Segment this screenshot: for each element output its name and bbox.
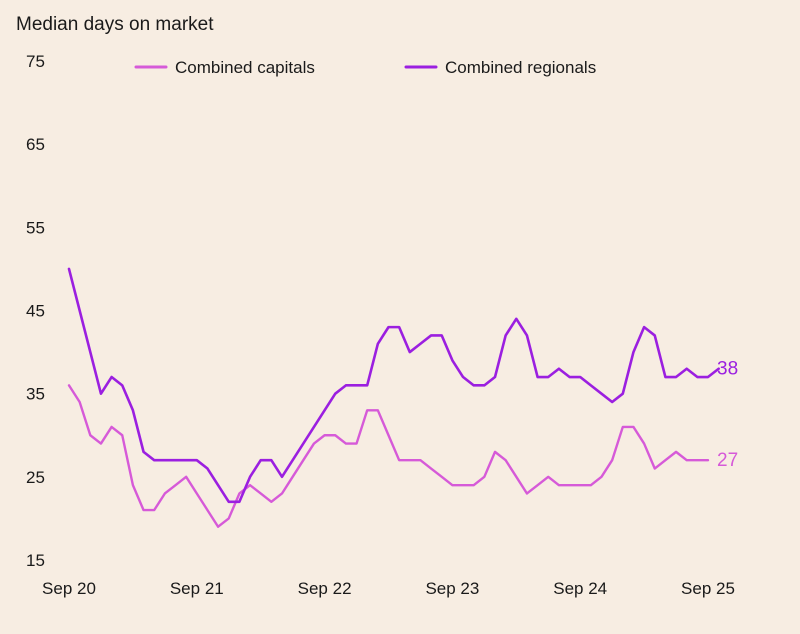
x-tick-label: Sep 24 [553, 579, 607, 598]
x-tick-label: Sep 22 [298, 579, 352, 598]
x-axis: Sep 20 Sep 21 Sep 22 Sep 23 Sep 24 Sep 25 [42, 579, 735, 598]
x-tick-label: Sep 21 [170, 579, 224, 598]
y-tick-label: 45 [26, 302, 45, 321]
series-line-capitals [67, 384, 710, 528]
y-tick-label: 75 [26, 52, 45, 71]
legend-label-capitals: Combined capitals [175, 58, 315, 77]
end-label-capitals: 27 [717, 450, 738, 471]
x-tick-label: Sep 23 [425, 579, 479, 598]
legend: Combined capitals Combined regionals [134, 58, 596, 77]
x-tick-label: Sep 25 [681, 579, 735, 598]
end-label-regionals: 38 [717, 359, 738, 380]
y-tick-label: 15 [26, 551, 45, 570]
series-layer [67, 267, 720, 528]
y-tick-label: 65 [26, 135, 45, 154]
y-tick-label: 55 [26, 218, 45, 237]
y-tick-label: 35 [26, 385, 45, 404]
y-tick-label: 25 [26, 468, 45, 487]
series-line-regionals [67, 267, 720, 504]
chart-title: Median days on market [16, 14, 214, 35]
legend-label-regionals: Combined regionals [445, 58, 596, 77]
y-axis: 15 25 35 45 55 65 75 [26, 52, 45, 570]
x-tick-label: Sep 20 [42, 579, 96, 598]
